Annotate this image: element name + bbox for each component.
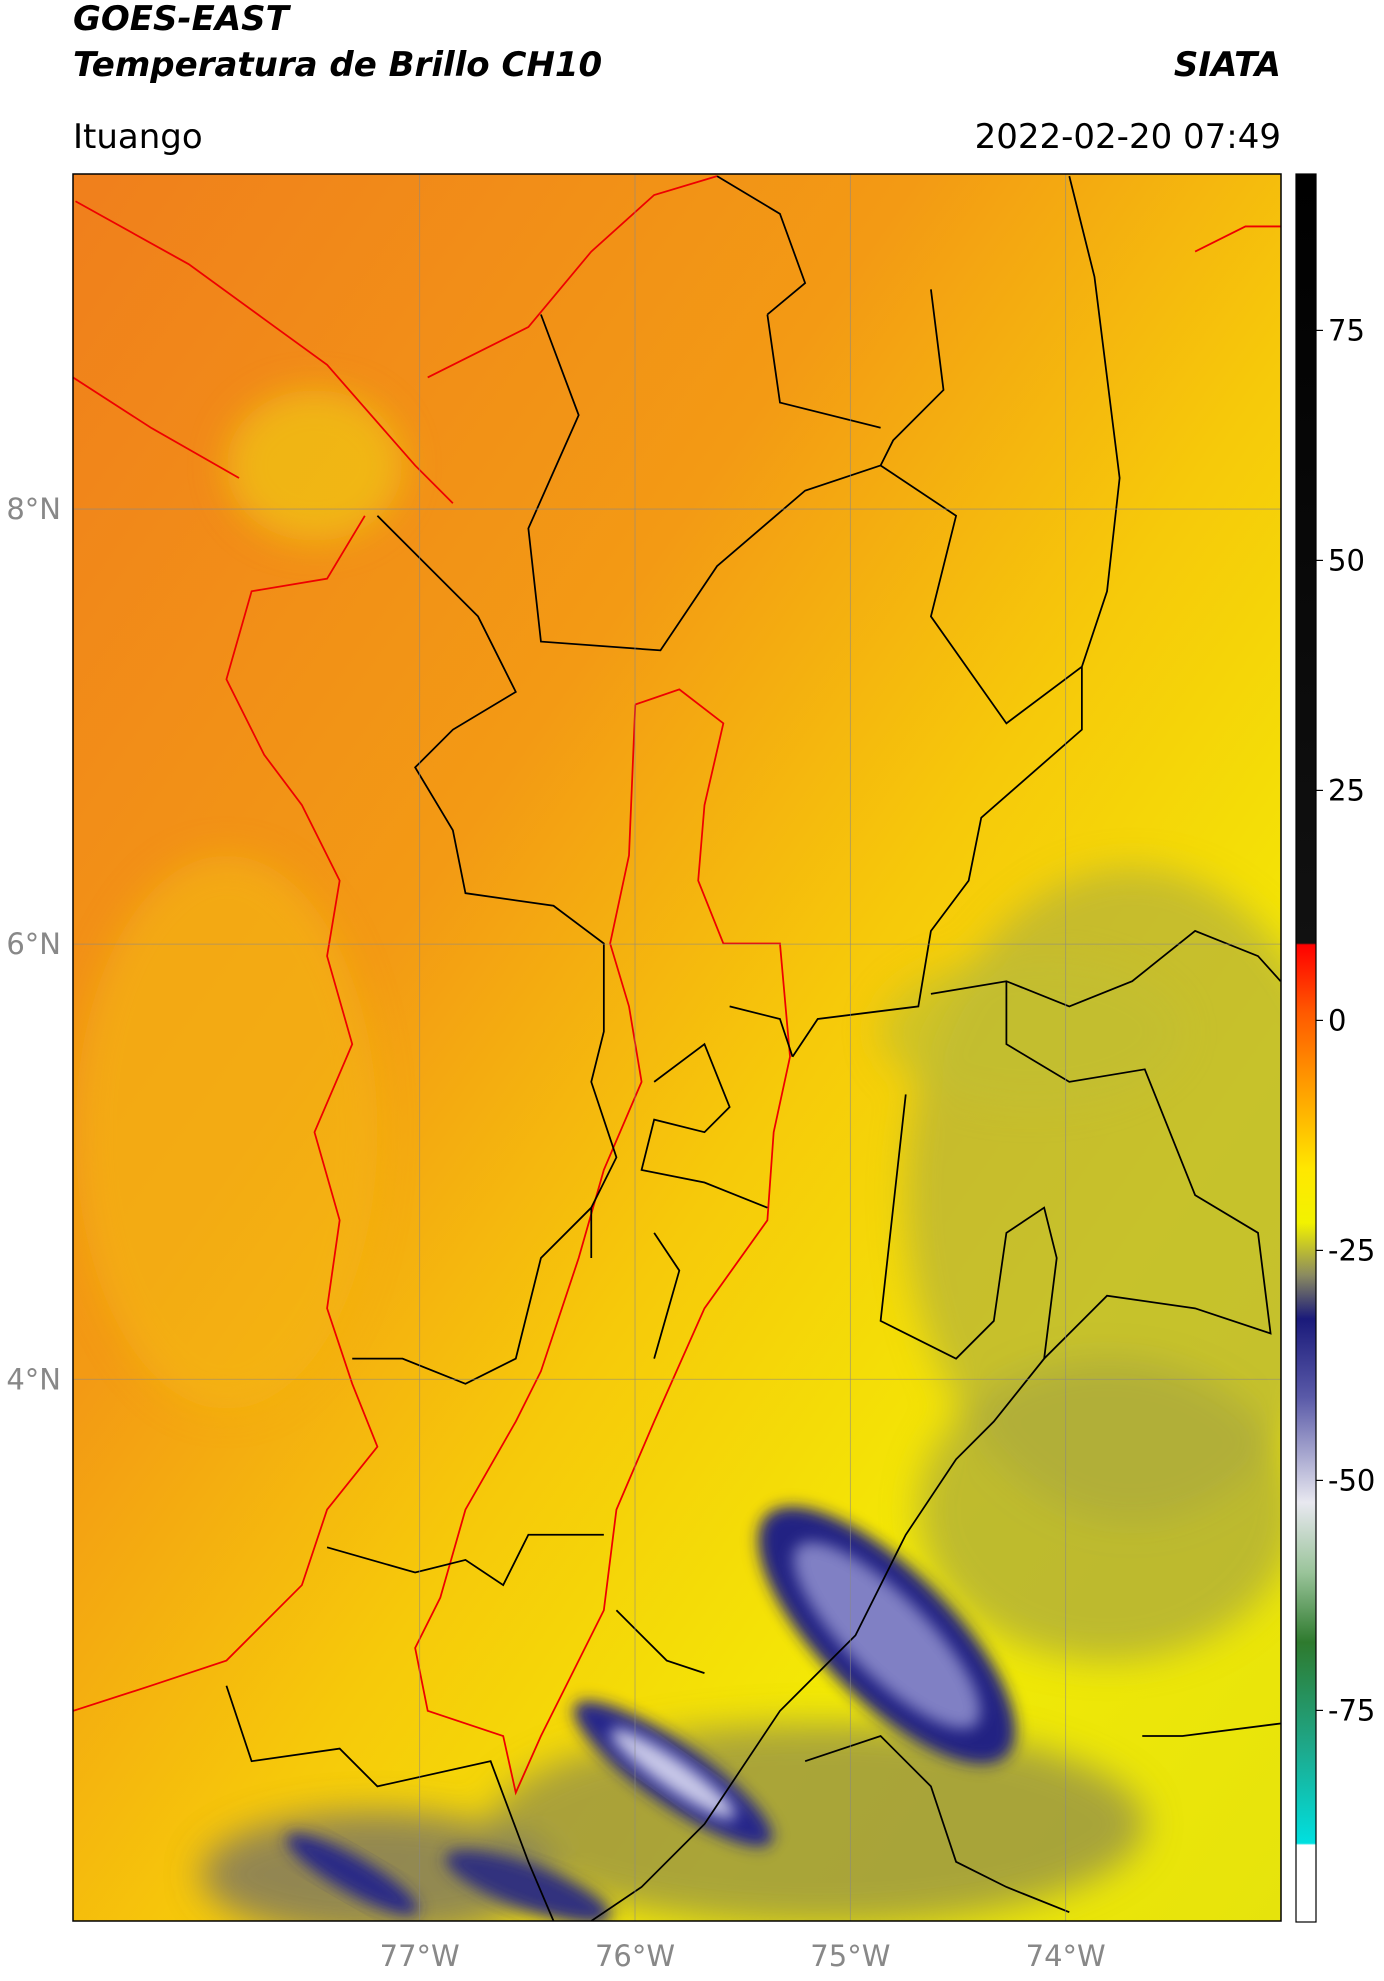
lon-tick-label: 77°W: [380, 1939, 460, 1973]
colorbar-tick-label: 25: [1328, 773, 1365, 807]
colorbar-tick-label: -75: [1328, 1693, 1375, 1727]
colorbar: [1295, 173, 1317, 1923]
map-frame: [72, 173, 1282, 1922]
brand: SIATA: [1174, 45, 1281, 85]
lon-tick-label: 75°W: [810, 1939, 890, 1973]
title-line2: Temperatura de Brillo CH10: [73, 45, 602, 85]
location: Ituango: [73, 117, 203, 157]
lon-tick-label: 76°W: [595, 1939, 675, 1973]
colorbar-tick-label: -50: [1328, 1463, 1375, 1497]
lat-tick-label: 4°N: [6, 1362, 61, 1396]
colorbar-tick-label: 0: [1328, 1003, 1346, 1037]
lat-tick-label: 8°N: [6, 492, 61, 526]
title-line1: GOES-EAST: [73, 0, 292, 39]
lon-tick-label: 74°W: [1026, 1939, 1106, 1973]
colorbar-tick-label: 50: [1328, 543, 1365, 577]
lat-tick-label: 6°N: [6, 927, 61, 961]
colorbar-tick-label: 75: [1328, 313, 1365, 347]
colorbar-tick-label: -25: [1328, 1233, 1375, 1267]
timestamp: 2022-02-20 07:49: [975, 117, 1281, 157]
satellite-image: [73, 174, 1281, 1921]
